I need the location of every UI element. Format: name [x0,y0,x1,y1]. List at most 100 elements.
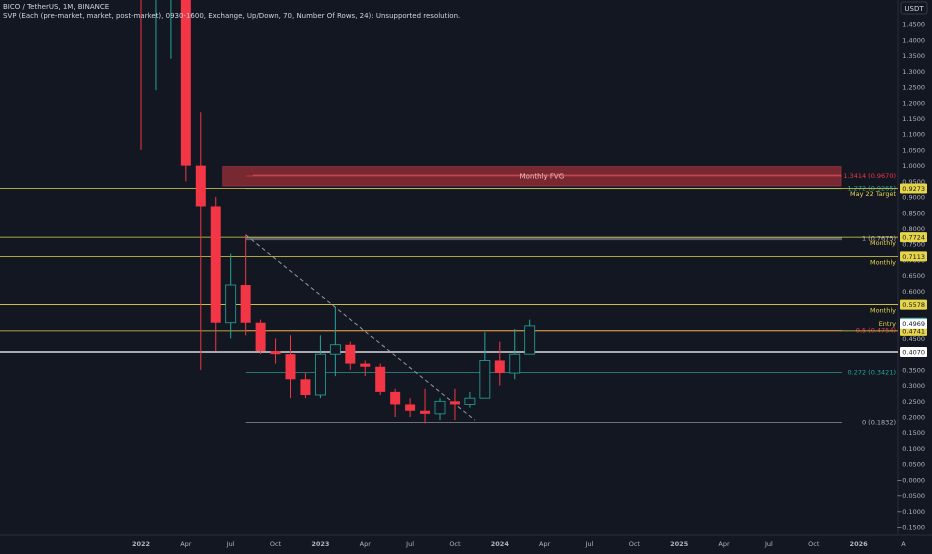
x-tick-label: A [901,540,906,548]
y-tick-label: 1.2500 [902,84,925,92]
level-axis-badge [900,183,927,194]
level-axis-badge [900,232,927,243]
price-badge [900,318,927,329]
candle-body [360,363,371,367]
y-tick-label: 0.9500 [902,178,925,186]
x-tick-label: 2022 [132,540,150,548]
candle-body [494,360,505,374]
x-tick-label: Jul [226,540,235,548]
symbol-info: BICO / TetherUS, 1M, BINANCE [3,3,110,11]
level-axis-badge [900,299,927,310]
fvg-label: Monthly FVG [520,172,565,180]
x-tick-label: Apr [539,540,551,548]
candle-body [270,351,281,355]
candle-body [285,354,296,380]
candle-body [210,206,221,323]
y-tick-label: 0.6000 [902,288,925,296]
y-tick-label: 1.1000 [902,131,925,139]
y-tick-label: 1.0500 [902,146,925,154]
candle-body [180,0,191,166]
candle-body [449,401,460,405]
x-tick-label: 2025 [670,540,689,548]
candle-body [225,284,237,324]
y-tick-label: 1.4500 [902,21,925,29]
level-label: Monthly [870,258,896,266]
level-axis-label: 0.7724 [902,234,925,242]
candle-body [255,322,266,352]
currency-box [900,1,928,15]
candle-body [240,285,251,323]
x-tick-label: Jul [585,540,594,548]
level-axis-label: 0.4741 [902,327,925,335]
y-tick-label: 0.1000 [902,445,925,453]
y-tick-label: −0.0000 [897,476,925,484]
currency-label: USDT [904,5,924,13]
level-axis-label: 0.7113 [902,253,925,261]
y-tick-label: 1.3000 [902,68,925,76]
level-axis-label: 0.5578 [902,301,925,309]
level-label: Monthly [870,307,896,315]
x-tick-label: 2023 [311,540,329,548]
x-tick-label: Jul [405,540,414,548]
level-axis-label: 0.4070 [902,348,925,356]
y-tick-label: 0.6500 [902,272,925,280]
candle-body [405,404,416,411]
y-tick-label: 0.2500 [902,398,925,406]
y-tick-label: 0.4500 [902,335,925,343]
y-tick-label: 0.1500 [902,429,925,437]
level-label: Monthly [870,239,896,247]
y-tick-label: 1.0000 [902,162,925,170]
y-tick-label: 0.2000 [902,414,925,422]
y-tick-label: 0.3500 [902,366,925,374]
price-badge-label: 0.4969 [902,320,925,328]
candle-body [329,344,341,355]
y-tick-label: 1.3500 [902,52,925,60]
y-tick-label: −0.1500 [897,524,925,532]
x-tick-label: Oct [270,540,282,548]
candle-body [524,325,536,355]
trendline[interactable] [245,234,476,421]
candle-body [390,391,401,405]
candle-body [479,360,491,399]
candle-body [464,397,476,405]
annotation-label: May 22 Target [850,190,896,198]
x-tick-label: Oct [808,540,820,548]
y-tick-label: −0.1000 [897,508,925,516]
x-tick-label: Apr [718,540,730,548]
fib-level-label: 1.3414 (0.9670) [843,172,896,180]
y-tick-label: 0.7500 [902,241,925,249]
candle-body [375,366,386,392]
y-tick-label: −0.0500 [897,492,925,500]
y-tick-label: 1.1500 [902,115,925,123]
y-tick-label: 0.8000 [902,225,925,233]
candle-body [314,353,326,396]
level-axis-badge [900,346,927,357]
indicator-info: SVP (Each (pre-market, market, post-mark… [3,12,461,20]
x-tick-label: Oct [629,540,641,548]
y-tick-label: 0.9000 [902,194,925,202]
y-tick-label: 0.0500 [902,461,925,469]
candle-body [509,353,521,374]
candle-body [420,410,431,414]
x-tick-label: 2026 [850,540,869,548]
level-axis-badge [900,251,927,262]
x-tick-label: Apr [360,540,372,548]
candle-body [300,379,311,396]
x-tick-label: Apr [180,540,192,548]
fib-level-label: 1 (0.7675) [862,235,896,243]
fib-level-label: 0 (0.1832) [862,418,896,426]
y-tick-label: 1.2000 [902,99,925,107]
y-tick-label: 0.8500 [902,209,925,217]
x-tick-label: Oct [449,540,461,548]
fib-level-label: 0.272 (0.3421) [848,368,897,376]
level-label: Entry [879,320,896,328]
fib-level-label: 0.5 (0.4754) [856,326,896,334]
y-tick-label: 1.4000 [902,36,925,44]
level-axis-label: 0.9273 [902,185,925,193]
x-tick-label: Jul [764,540,773,548]
candle-body [345,344,356,364]
candle-body [434,400,446,415]
